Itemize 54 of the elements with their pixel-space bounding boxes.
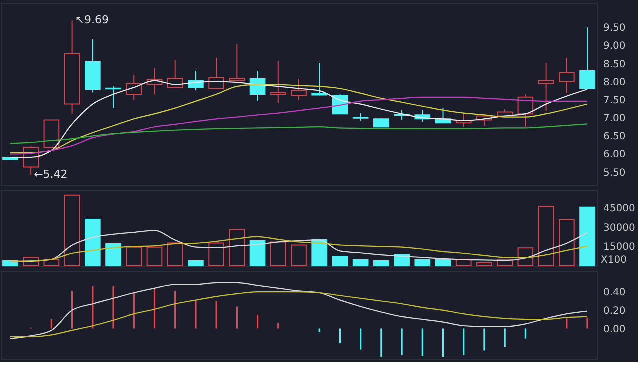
bar xyxy=(270,242,286,266)
y-tick-label: 8.50 xyxy=(604,59,626,70)
y-tick-label: 0.40 xyxy=(604,288,626,299)
bar xyxy=(374,260,390,266)
bar xyxy=(167,242,184,266)
y-tick-label: 15000 xyxy=(604,242,636,254)
y-tick-label: 6.50 xyxy=(604,132,626,143)
bar xyxy=(435,259,452,266)
bar xyxy=(84,219,101,266)
bar xyxy=(538,206,554,266)
bar xyxy=(250,240,266,266)
y-tick-label: 5.50 xyxy=(604,168,626,179)
y-tick-label: 45000 xyxy=(604,204,636,215)
y-tick-label: 9.00 xyxy=(604,41,626,52)
annotation: ↖9.69 xyxy=(75,14,110,27)
candlestick xyxy=(126,74,142,101)
candlestick xyxy=(312,62,328,96)
candlestick xyxy=(270,60,286,104)
bar xyxy=(580,206,596,266)
bar xyxy=(352,259,369,266)
line-series xyxy=(10,282,588,340)
candlestick xyxy=(580,27,596,90)
line-series xyxy=(10,292,588,338)
y-tick-label: 7.00 xyxy=(604,114,626,125)
bar xyxy=(146,246,163,266)
text: X100 xyxy=(601,255,627,266)
bar xyxy=(291,244,307,266)
y-tick-label: 0.00 xyxy=(604,324,626,336)
line-series xyxy=(10,236,588,262)
bar xyxy=(414,259,431,266)
bar xyxy=(332,256,348,266)
bar xyxy=(229,229,246,266)
bar xyxy=(188,260,204,266)
y-tick-label: 7.50 xyxy=(604,95,626,106)
bar xyxy=(558,219,575,266)
bar xyxy=(64,194,80,266)
y-tick-label: 6.00 xyxy=(604,150,626,161)
line-series xyxy=(10,124,588,144)
y-tick-label: 30000 xyxy=(604,222,636,234)
y-tick-label: 0.20 xyxy=(604,306,626,317)
candlestick xyxy=(106,86,122,109)
line-series xyxy=(10,230,588,262)
bar xyxy=(126,246,142,266)
bar xyxy=(476,262,492,266)
y-tick-label: 8.00 xyxy=(604,77,626,88)
candlestick xyxy=(291,78,307,101)
bar xyxy=(208,242,224,266)
annotation: ←5.42 xyxy=(34,168,68,182)
candlestick xyxy=(558,58,575,94)
candlestick xyxy=(229,44,246,82)
candlestick xyxy=(208,58,224,90)
bar xyxy=(312,239,328,266)
bar xyxy=(106,243,122,266)
y-tick-label: 9.50 xyxy=(604,23,626,34)
